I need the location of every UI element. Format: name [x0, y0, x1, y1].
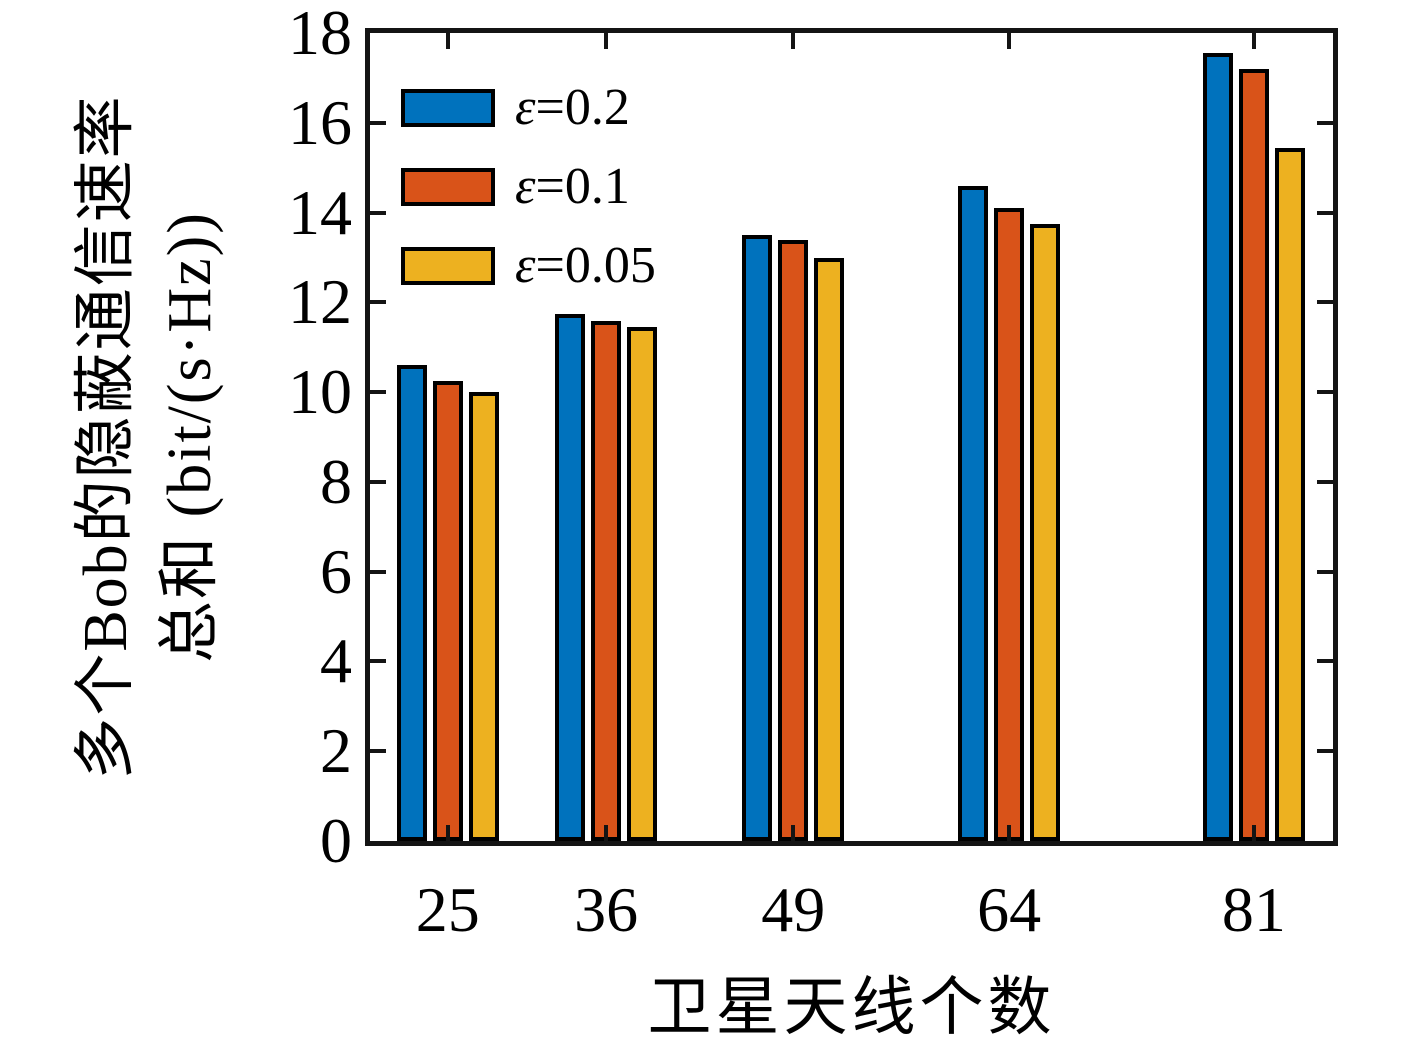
x-tick-label-49: 49	[761, 874, 826, 945]
y-tick-label-0: 0	[320, 805, 352, 876]
bar-ε=0.2-x64	[958, 185, 989, 841]
epsilon-symbol: ε	[515, 79, 536, 136]
bar-ε=0.1-x49	[778, 239, 809, 841]
epsilon-symbol: ε	[515, 158, 536, 215]
y-tick-label-12: 12	[288, 266, 352, 338]
y-tick-label-6: 6	[320, 535, 352, 607]
y-tick-right-8	[1317, 479, 1333, 484]
x-tick-label-81: 81	[1221, 874, 1286, 945]
y-tick-left-10	[370, 390, 386, 395]
x-tick-top-49	[791, 33, 796, 49]
y-tick-label-16: 16	[288, 86, 352, 158]
x-tick-top-81	[1251, 33, 1256, 49]
bar-ε=0.05-x25	[468, 392, 499, 841]
y-tick-label-4: 4	[320, 625, 352, 697]
x-tick-label-25: 25	[415, 874, 480, 945]
bar-ε=0.1-x36	[591, 320, 622, 841]
y-tick-right-2	[1317, 749, 1333, 754]
bar-ε=0.2-x36	[555, 313, 586, 841]
y-tick-left-12	[370, 300, 386, 305]
legend-label-eps-0.1: ε=0.1	[515, 161, 630, 213]
y-tick-right-16	[1317, 120, 1333, 125]
y-tick-right-6	[1317, 569, 1333, 574]
bar-ε=0.05-x81	[1274, 147, 1305, 841]
legend-swatch-eps-0.1	[401, 168, 495, 206]
x-tick-top-25	[445, 33, 450, 49]
legend: ε=0.2 ε=0.1 ε=0.05	[401, 82, 656, 292]
x-tick-bottom-25	[445, 825, 450, 841]
bar-ε=0.05-x64	[1030, 224, 1061, 841]
legend-swatch-eps-0.05	[401, 247, 495, 285]
y-tick-right-12	[1317, 300, 1333, 305]
legend-value: =0.1	[535, 158, 630, 215]
bar-ε=0.1-x25	[432, 381, 463, 841]
legend-item-eps-0.2: ε=0.2	[401, 82, 656, 134]
x-tick-top-64	[1007, 33, 1012, 49]
x-tick-label-64: 64	[977, 874, 1042, 945]
y-tick-left-6	[370, 569, 386, 574]
y-tick-left-14	[370, 210, 386, 215]
y-tick-right-10	[1317, 390, 1333, 395]
y-tick-right-4	[1317, 659, 1333, 664]
bar-ε=0.2-x49	[742, 235, 773, 841]
x-tick-bottom-49	[791, 825, 796, 841]
y-tick-left-4	[370, 659, 386, 664]
y-tick-label-8: 8	[320, 445, 352, 517]
x-tick-bottom-81	[1251, 825, 1256, 841]
y-tick-label-14: 14	[288, 176, 352, 248]
bar-ε=0.05-x36	[627, 327, 658, 841]
y-tick-left-2	[370, 749, 386, 754]
y-tick-label-18: 18	[288, 0, 352, 68]
bar-ε=0.1-x81	[1238, 69, 1269, 841]
x-tick-bottom-64	[1007, 825, 1012, 841]
bar-ε=0.2-x25	[396, 365, 427, 841]
x-tick-top-36	[604, 33, 609, 49]
legend-label-eps-0.2: ε=0.2	[515, 82, 630, 134]
legend-item-eps-0.1: ε=0.1	[401, 161, 656, 213]
bar-ε=0.2-x81	[1202, 53, 1233, 841]
y-tick-left-16	[370, 120, 386, 125]
plot-area: ε=0.2 ε=0.1 ε=0.05	[365, 28, 1338, 846]
legend-label-eps-0.05: ε=0.05	[515, 240, 656, 292]
y-tick-label-2: 2	[320, 715, 352, 787]
legend-value: =0.2	[535, 79, 630, 136]
y-tick-label-10: 10	[288, 356, 352, 428]
epsilon-symbol: ε	[515, 237, 536, 294]
y-tick-left-8	[370, 479, 386, 484]
y-tick-right-14	[1317, 210, 1333, 215]
bar-ε=0.05-x49	[814, 257, 845, 841]
x-tick-bottom-36	[604, 825, 609, 841]
bar-ε=0.1-x64	[994, 208, 1025, 841]
legend-item-eps-0.05: ε=0.05	[401, 240, 656, 292]
x-axis-label: 卫星天线个数	[647, 972, 1056, 1043]
x-tick-label-36: 36	[574, 874, 639, 945]
legend-swatch-eps-0.2	[401, 89, 495, 127]
legend-value: =0.05	[535, 237, 656, 294]
